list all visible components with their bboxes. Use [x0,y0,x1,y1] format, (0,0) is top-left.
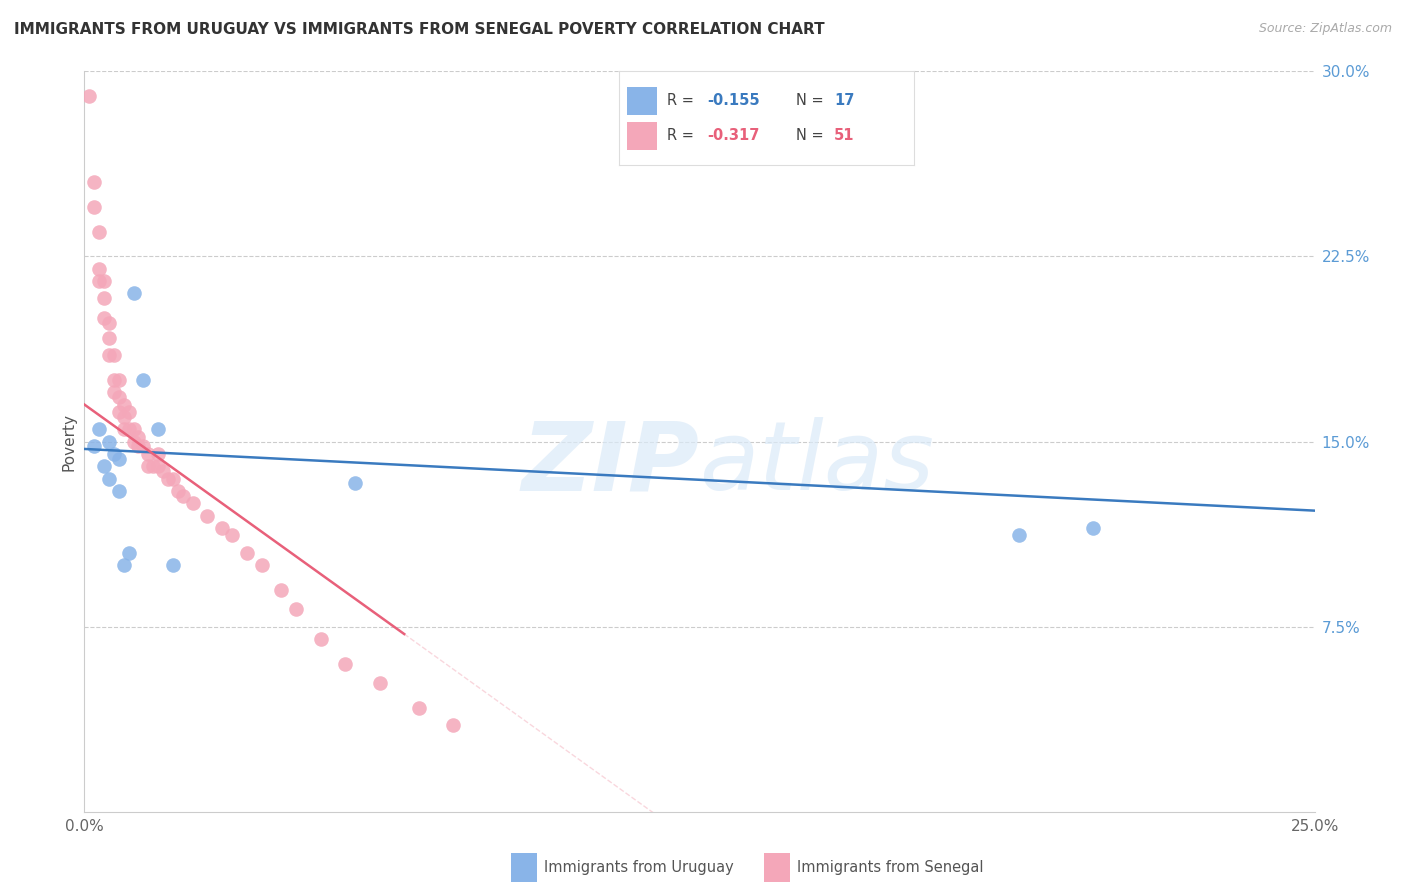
Point [211,521,233,535]
Point [98,331,121,345]
Point [79,89,101,103]
Point [250,558,273,572]
Point [122,286,145,301]
Point [162,471,184,485]
Text: R =: R = [668,128,699,144]
Point [128,440,150,454]
Point [103,348,125,362]
Point [172,489,194,503]
FancyBboxPatch shape [512,854,537,881]
Point [118,405,141,419]
Point [89,261,111,276]
Point [89,225,111,239]
Point [138,447,160,461]
Point [132,440,155,454]
Text: ZIP: ZIP [522,417,700,510]
Text: 51: 51 [834,128,855,144]
Point [89,422,111,436]
Point [112,397,135,411]
Point [148,447,170,461]
Point [93,459,115,474]
Point [93,311,115,326]
Point [122,422,145,436]
Text: Immigrants from Senegal: Immigrants from Senegal [797,860,984,875]
Point [118,422,141,436]
Point [344,476,367,491]
Point [270,582,292,597]
Point [83,200,105,214]
Point [309,632,332,646]
Point [103,385,125,400]
Point [148,459,170,474]
Y-axis label: Poverty: Poverty [60,412,76,471]
Point [1008,528,1031,542]
Point [197,508,219,523]
Text: Source: ZipAtlas.com: Source: ZipAtlas.com [1258,22,1392,36]
Point [98,348,121,362]
Point [93,274,115,288]
Text: R =: R = [668,93,699,108]
Point [128,429,150,443]
FancyBboxPatch shape [627,87,657,115]
Point [112,558,135,572]
Text: IMMIGRANTS FROM URUGUAY VS IMMIGRANTS FROM SENEGAL POVERTY CORRELATION CHART: IMMIGRANTS FROM URUGUAY VS IMMIGRANTS FR… [14,22,825,37]
Point [142,459,165,474]
Point [285,602,308,616]
Point [83,440,105,454]
Point [83,175,105,190]
Point [157,471,180,485]
FancyBboxPatch shape [765,854,790,881]
Text: Immigrants from Uruguay: Immigrants from Uruguay [544,860,734,875]
Point [108,405,131,419]
Text: 17: 17 [834,93,855,108]
Point [1083,521,1105,535]
Point [98,316,121,330]
Point [236,546,259,560]
Point [132,373,155,387]
Point [98,434,121,449]
Point [103,447,125,461]
Point [152,464,174,478]
Point [221,528,243,542]
Point [108,390,131,404]
Text: N =: N = [796,93,828,108]
Text: -0.155: -0.155 [707,93,759,108]
Text: N =: N = [796,128,828,144]
Point [181,496,204,510]
Point [108,373,131,387]
Point [122,434,145,449]
Point [408,701,430,715]
Point [112,409,135,424]
Point [368,676,391,690]
FancyBboxPatch shape [627,121,657,150]
Text: -0.317: -0.317 [707,128,759,144]
Point [138,459,160,474]
Point [98,471,121,485]
Point [108,483,131,498]
Text: atlas: atlas [700,417,935,510]
Point [167,483,190,498]
Point [162,558,184,572]
Point [108,451,131,466]
Point [93,292,115,306]
Point [89,274,111,288]
Point [335,657,357,671]
Point [103,373,125,387]
Point [443,718,465,732]
Point [148,422,170,436]
Point [112,422,135,436]
Point [118,546,141,560]
